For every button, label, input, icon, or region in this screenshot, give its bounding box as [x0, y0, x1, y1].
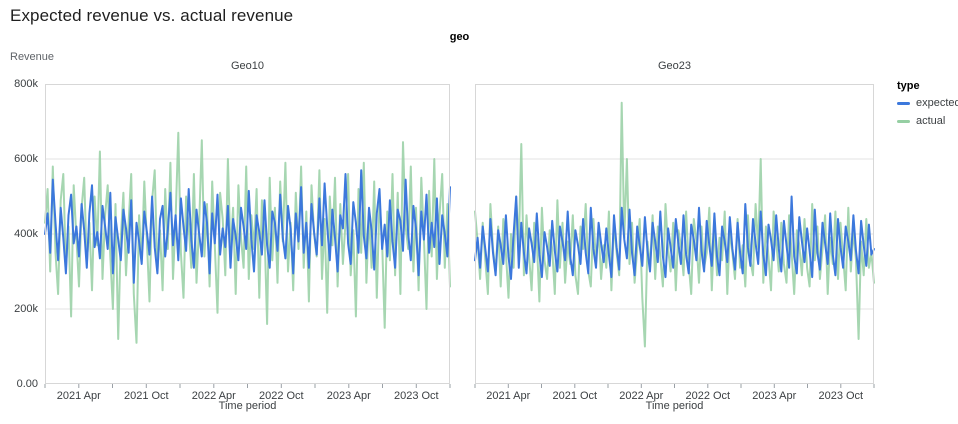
legend-item-expected: expected: [897, 97, 958, 109]
y-tick-label: 400k: [14, 228, 38, 240]
y-tick-label: 800k: [14, 78, 38, 90]
svg-text:2022 Apr: 2022 Apr: [192, 390, 236, 402]
legend: type expected actual: [897, 80, 958, 133]
plot-geo10: 2021 Apr 2021 Oct 2022 Apr 2022 Oct 2023 Apr…: [44, 84, 451, 402]
y-tick-label: 600k: [14, 153, 38, 165]
facet-title-geo23: Geo23: [657, 60, 692, 72]
svg-text:2022 Oct: 2022 Oct: [685, 390, 730, 402]
legend-label-actual: actual: [916, 115, 946, 127]
svg-text:2021 Apr: 2021 Apr: [57, 390, 101, 402]
svg-text:2023 Oct: 2023 Oct: [394, 390, 439, 402]
svg-text:2023 Apr: 2023 Apr: [327, 390, 371, 402]
actual-line-swatch-icon: [897, 119, 910, 123]
y-tick-label: 200k: [14, 303, 38, 315]
legend-title: type: [897, 80, 920, 92]
svg-text:2022 Oct: 2022 Oct: [259, 390, 304, 402]
svg-text:2021 Oct: 2021 Oct: [124, 390, 169, 402]
svg-text:2021 Apr: 2021 Apr: [486, 390, 530, 402]
legend-label-expected: expected: [916, 97, 958, 109]
svg-text:2021 Oct: 2021 Oct: [552, 390, 597, 402]
y-axis-title: Revenue: [10, 51, 55, 63]
legend-item-actual: actual: [897, 115, 958, 127]
facet-field-header: geo: [449, 31, 470, 43]
x-axis-title-geo10: Time period: [218, 400, 277, 412]
chart-title: Expected revenue vs. actual revenue: [10, 6, 294, 25]
plot-geo23: 2021 Apr 2021 Oct 2022 Apr 2022 Oct 2023 Apr…: [474, 84, 875, 402]
svg-text:2022 Apr: 2022 Apr: [619, 390, 663, 402]
facet-title-geo10: Geo10: [230, 60, 265, 72]
x-axis-title-geo23: Time period: [645, 400, 704, 412]
svg-text:2023 Oct: 2023 Oct: [818, 390, 863, 402]
expected-line-swatch-icon: [897, 101, 910, 105]
svg-text:2023 Apr: 2023 Apr: [752, 390, 796, 402]
y-tick-label: 0.00: [16, 378, 38, 390]
